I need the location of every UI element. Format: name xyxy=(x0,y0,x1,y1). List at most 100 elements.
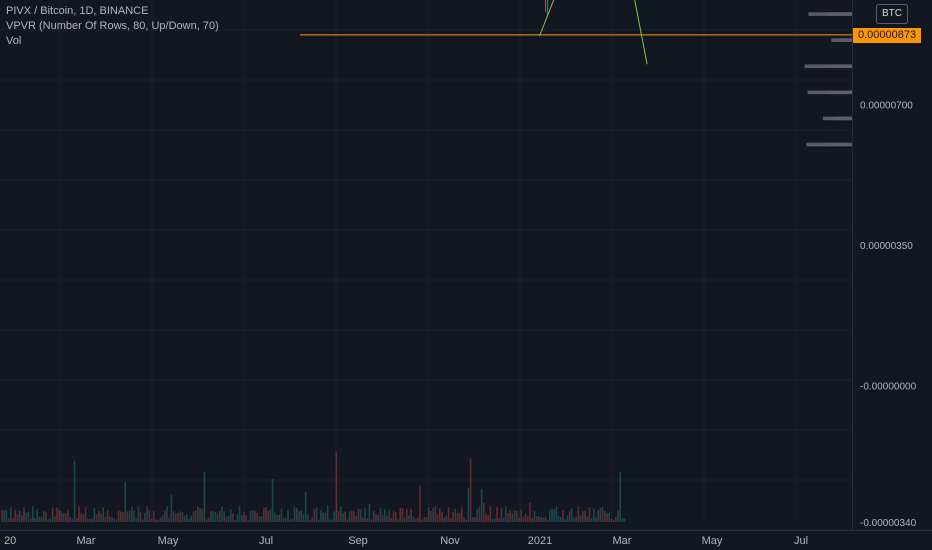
volume-bar xyxy=(302,514,305,522)
time-tick-label: 2021 xyxy=(528,535,552,547)
volume-bar xyxy=(80,513,82,522)
chart-grid xyxy=(0,0,852,522)
volume-bar xyxy=(124,481,126,522)
volume-bar xyxy=(452,512,454,522)
volume-bar xyxy=(390,517,393,522)
horizontal-levels[interactable] xyxy=(0,0,852,36)
volume-bar xyxy=(606,512,608,522)
vpvr-indicator-label[interactable]: VPVR (Number Of Rows, 80, Up/Down, 70) xyxy=(6,20,219,32)
volume-bar xyxy=(579,515,582,522)
volume-bar xyxy=(397,519,399,522)
volume-bar xyxy=(487,515,489,522)
volume-bar xyxy=(84,507,87,522)
volume-bar xyxy=(524,514,527,522)
trend-lines[interactable] xyxy=(252,0,678,65)
vpvr-row xyxy=(835,116,852,121)
volume-bar xyxy=(73,460,76,522)
volume-bar xyxy=(441,512,443,522)
volume-bar xyxy=(469,458,472,522)
volume-bar xyxy=(62,513,65,522)
volume-bar xyxy=(89,518,91,522)
time-tick-label: 20 xyxy=(4,535,16,547)
volume-bar xyxy=(355,516,357,522)
symbol-title[interactable]: PIVX / Bitcoin, 1D, BINANCE xyxy=(6,5,149,17)
volume-bar xyxy=(82,514,85,522)
volume-bar xyxy=(38,516,41,522)
volume-bar xyxy=(71,518,74,522)
volume-bar xyxy=(340,506,342,522)
volume-indicator-label[interactable]: Vol xyxy=(6,35,22,47)
volume-bar xyxy=(49,518,52,522)
volume-bar xyxy=(395,512,397,522)
volume-bar xyxy=(170,494,173,522)
trend-line xyxy=(634,0,648,65)
volume-bar xyxy=(480,489,483,522)
vpvr-histogram xyxy=(804,12,852,147)
volume-bar xyxy=(601,506,604,522)
volume-bar xyxy=(199,508,201,522)
volume-bar xyxy=(320,510,322,522)
volume-bar xyxy=(474,517,476,522)
volume-bar xyxy=(214,512,217,522)
volume-bar xyxy=(311,517,313,522)
time-tick-label: May xyxy=(702,535,723,547)
volume-bars xyxy=(1,452,626,522)
volume-bar xyxy=(533,510,536,522)
volume-bar xyxy=(392,510,395,522)
volume-bar xyxy=(137,506,140,522)
volume-bar xyxy=(7,518,10,522)
volume-bar xyxy=(186,514,188,522)
level-price-label[interactable]: 0.00000873 xyxy=(853,27,922,43)
volume-bar xyxy=(362,517,364,522)
volume-bar xyxy=(51,507,54,522)
volume-bar xyxy=(472,517,474,522)
volume-bar xyxy=(225,516,228,522)
volume-bar xyxy=(216,514,219,522)
volume-bar xyxy=(318,519,320,522)
volume-bar xyxy=(126,511,129,522)
volume-bar xyxy=(243,512,245,522)
vpvr-row xyxy=(826,142,852,147)
time-tick-label: Nov xyxy=(440,535,460,547)
volume-bar xyxy=(304,491,307,522)
volume-bar xyxy=(617,509,619,522)
volume-bar xyxy=(201,509,203,522)
volume-bar xyxy=(566,515,569,522)
volume-bar xyxy=(276,514,278,522)
volume-bar xyxy=(87,518,89,522)
price-axis[interactable]: 0.000095000.000085000.000075000.00006500… xyxy=(852,0,917,530)
volume-bar xyxy=(278,514,280,522)
volume-bar xyxy=(65,513,67,522)
volume-bar xyxy=(56,507,58,522)
volume-bar xyxy=(40,516,43,522)
price-tick-label: 0.00000700 xyxy=(860,100,913,111)
volume-bar xyxy=(296,507,298,522)
volume-bar xyxy=(430,511,432,522)
volume-bar xyxy=(458,512,461,522)
volume-bar xyxy=(445,515,448,522)
time-axis[interactable]: 20 Mar May Jul Sep Nov 2021 Mar May Jul xyxy=(0,530,932,548)
volume-bar xyxy=(505,506,507,522)
volume-bar xyxy=(364,508,366,522)
volume-bar xyxy=(142,519,144,522)
volume-bar xyxy=(527,516,529,522)
volume-bar xyxy=(502,517,505,522)
volume-bar xyxy=(623,518,626,522)
volume-bar xyxy=(529,502,531,522)
volume-bar xyxy=(590,518,593,522)
volume-bar xyxy=(549,510,551,522)
volume-bar xyxy=(412,516,415,522)
volume-bar xyxy=(274,512,276,522)
volume-bar xyxy=(423,517,426,522)
volume-bar xyxy=(597,510,599,522)
volume-bar xyxy=(287,510,289,522)
currency-badge[interactable]: BTC xyxy=(876,4,908,24)
volume-bar xyxy=(595,517,597,522)
volume-bar xyxy=(271,479,274,522)
vpvr-row xyxy=(840,38,852,42)
volume-bar xyxy=(538,515,540,522)
volume-bar xyxy=(76,518,78,522)
volume-bar xyxy=(58,509,60,522)
volume-bar xyxy=(403,516,406,522)
